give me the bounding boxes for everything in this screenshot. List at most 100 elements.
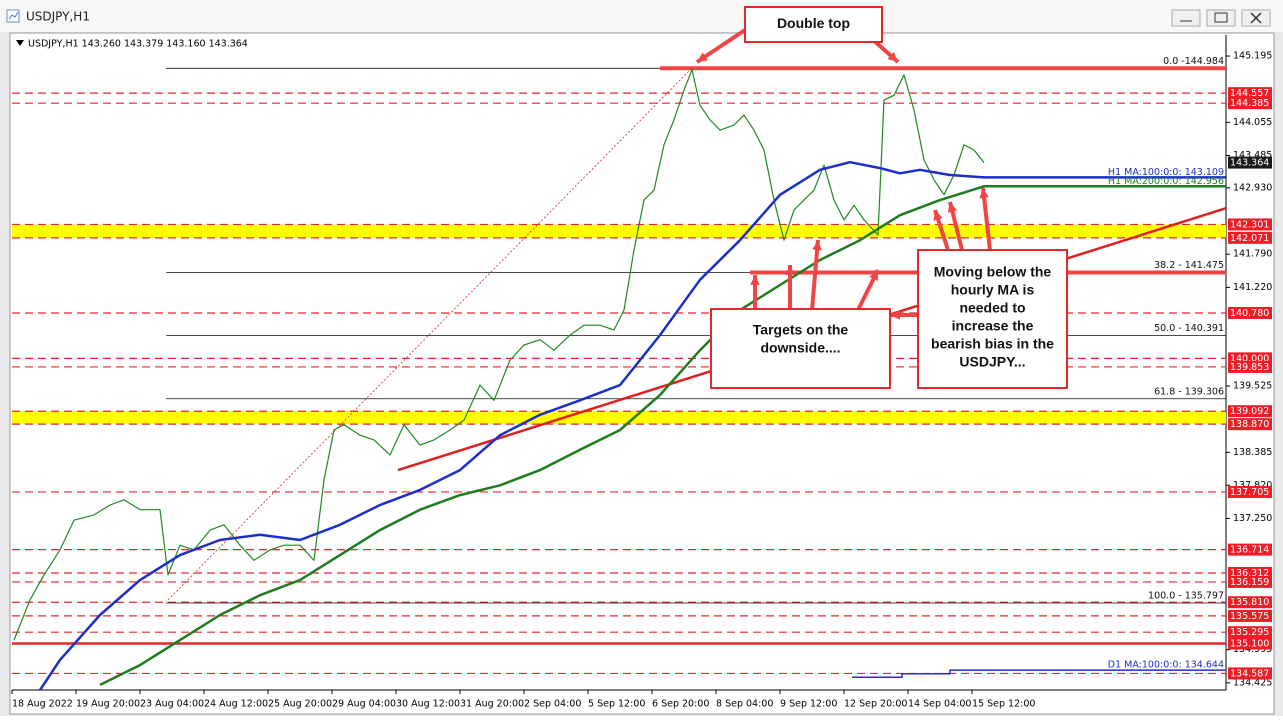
level-price-box bbox=[1228, 418, 1272, 431]
y-tick-label: 137.820 bbox=[1233, 480, 1272, 491]
x-tick-label: 24 Aug 12:00 bbox=[204, 699, 268, 710]
level-price-label: 135.100 bbox=[1230, 639, 1269, 650]
x-tick-label: 14 Sep 04:00 bbox=[908, 699, 971, 710]
annotation-arrowhead bbox=[750, 275, 760, 285]
fib-label: 50.0 - 140.391 bbox=[1154, 323, 1224, 334]
annotation-text: Targets on the bbox=[753, 322, 849, 338]
x-tick-label: 2 Sep 04:00 bbox=[524, 699, 581, 710]
level-price-box bbox=[1228, 87, 1272, 100]
fib-label: 38.2 - 141.475 bbox=[1154, 260, 1224, 271]
annotation-arrowhead bbox=[979, 188, 989, 199]
y-tick-label: 134.995 bbox=[1233, 644, 1272, 655]
maximize-button[interactable] bbox=[1206, 9, 1236, 27]
level-price-label: 140.780 bbox=[1230, 308, 1269, 319]
annotation-text: increase the bbox=[952, 318, 1034, 334]
annotation-arrowhead bbox=[933, 210, 943, 221]
level-price-box bbox=[1228, 306, 1272, 319]
annotation-arrowhead bbox=[869, 270, 878, 281]
level-price-box bbox=[1228, 360, 1272, 373]
fib-label: 100.0 - 135.797 bbox=[1148, 590, 1224, 601]
x-tick-label: 15 Sep 12:00 bbox=[972, 699, 1035, 710]
y-tick-label: 142.930 bbox=[1233, 182, 1272, 193]
level-price-label: 139.853 bbox=[1230, 362, 1269, 373]
window-title: USDJPY,H1 bbox=[26, 10, 90, 24]
x-tick-label: 30 Aug 12:00 bbox=[396, 699, 460, 710]
close-glyph bbox=[1250, 12, 1262, 24]
annotation-text: bearish bias in the bbox=[931, 336, 1054, 352]
level-price-label: 136.159 bbox=[1230, 577, 1269, 588]
x-tick-label: 31 Aug 20:00 bbox=[460, 699, 524, 710]
annotation-arrow bbox=[810, 239, 820, 311]
level-price-box bbox=[1228, 667, 1272, 680]
fib-label: 61.8 - 139.306 bbox=[1154, 386, 1224, 397]
series-line bbox=[99, 185, 1226, 687]
level-price-label: 137.705 bbox=[1230, 487, 1269, 498]
annotation-box bbox=[917, 249, 1068, 389]
x-tick-label: 8 Sep 04:00 bbox=[716, 699, 773, 710]
ma-label: D1 MA:100:0:0: 134.644 bbox=[1108, 660, 1224, 671]
x-tick-label: 12 Sep 20:00 bbox=[844, 699, 907, 710]
annotation-text: hourly MA is bbox=[951, 282, 1035, 298]
y-tick-label: 141.790 bbox=[1233, 249, 1272, 260]
x-tick-label: 18 Aug 2022 bbox=[12, 699, 73, 710]
annotation-box bbox=[744, 6, 883, 43]
annotation-arrowhead bbox=[812, 240, 822, 251]
x-tick-label: 29 Aug 04:00 bbox=[332, 699, 396, 710]
title-bar bbox=[0, 0, 1283, 32]
chart-area bbox=[9, 32, 1275, 715]
level-price-label: 136.714 bbox=[1230, 545, 1269, 556]
fib-label: 0.0 -144.984 bbox=[1163, 56, 1224, 67]
annotation-arrowhead bbox=[697, 52, 708, 62]
x-tick-label: 9 Sep 12:00 bbox=[780, 699, 837, 710]
menu-triangle bbox=[16, 40, 24, 46]
level-price-label: 139.092 bbox=[1230, 406, 1269, 417]
ma-label: H1 MA:100:0:0: 143.109 bbox=[1108, 167, 1224, 178]
current-price-label: 143.364 bbox=[1230, 158, 1269, 169]
x-tick-label: 5 Sep 12:00 bbox=[588, 699, 645, 710]
y-tick-label: 141.220 bbox=[1233, 282, 1272, 293]
level-price-box bbox=[1228, 609, 1272, 622]
x-tick-label: 6 Sep 20:00 bbox=[652, 699, 709, 710]
annotation-text: Double top bbox=[777, 15, 850, 31]
level-price-label: 134.587 bbox=[1230, 668, 1269, 679]
level-price-box bbox=[1228, 405, 1272, 418]
level-price-box bbox=[1228, 485, 1272, 498]
level-price-box bbox=[1228, 231, 1272, 244]
y-tick-label: 134.425 bbox=[1233, 677, 1272, 688]
minimize-button[interactable] bbox=[1171, 9, 1201, 27]
annotation-arrowhead bbox=[785, 265, 795, 275]
trendline bbox=[167, 67, 693, 601]
maximize-glyph bbox=[1214, 12, 1228, 23]
annotation-box bbox=[710, 308, 891, 389]
annotation-text: downside.... bbox=[760, 340, 840, 356]
level-price-label: 142.071 bbox=[1230, 233, 1269, 244]
level-price-label: 135.575 bbox=[1230, 611, 1269, 622]
x-tick-label: 19 Aug 20:00 bbox=[76, 699, 140, 710]
window-icon-glyph bbox=[8, 11, 19, 20]
level-price-label: 144.385 bbox=[1230, 98, 1269, 109]
annotation-arrowhead bbox=[887, 51, 898, 62]
level-price-box bbox=[1228, 637, 1272, 650]
y-tick-label: 145.195 bbox=[1233, 51, 1272, 62]
support-zone bbox=[12, 224, 1226, 238]
y-tick-label: 139.525 bbox=[1233, 381, 1272, 392]
annotation-text: needed to bbox=[959, 300, 1025, 316]
level-price-label: 135.810 bbox=[1230, 597, 1269, 608]
y-tick-label: 138.385 bbox=[1233, 447, 1272, 458]
level-price-label: 142.301 bbox=[1230, 219, 1269, 230]
annotation-text: Moving below the bbox=[934, 264, 1052, 280]
current-price-box bbox=[1228, 156, 1272, 169]
series-line bbox=[852, 669, 1226, 679]
annotation-arrowhead bbox=[890, 310, 900, 320]
level-price-label: 138.870 bbox=[1230, 419, 1269, 430]
annotation-arrowhead bbox=[947, 202, 958, 213]
level-price-label: 140.000 bbox=[1230, 353, 1269, 364]
level-price-box bbox=[1228, 596, 1272, 609]
level-price-label: 136.312 bbox=[1230, 568, 1269, 579]
ma-label: H1 MA:200:0:0: 142.956 bbox=[1108, 176, 1224, 187]
level-price-box bbox=[1228, 575, 1272, 588]
level-price-label: 135.295 bbox=[1230, 627, 1269, 638]
annotation-text: USDJPY... bbox=[959, 354, 1025, 370]
symbol-header: USDJPY,H1 143.260 143.379 143.160 143.36… bbox=[28, 39, 248, 50]
